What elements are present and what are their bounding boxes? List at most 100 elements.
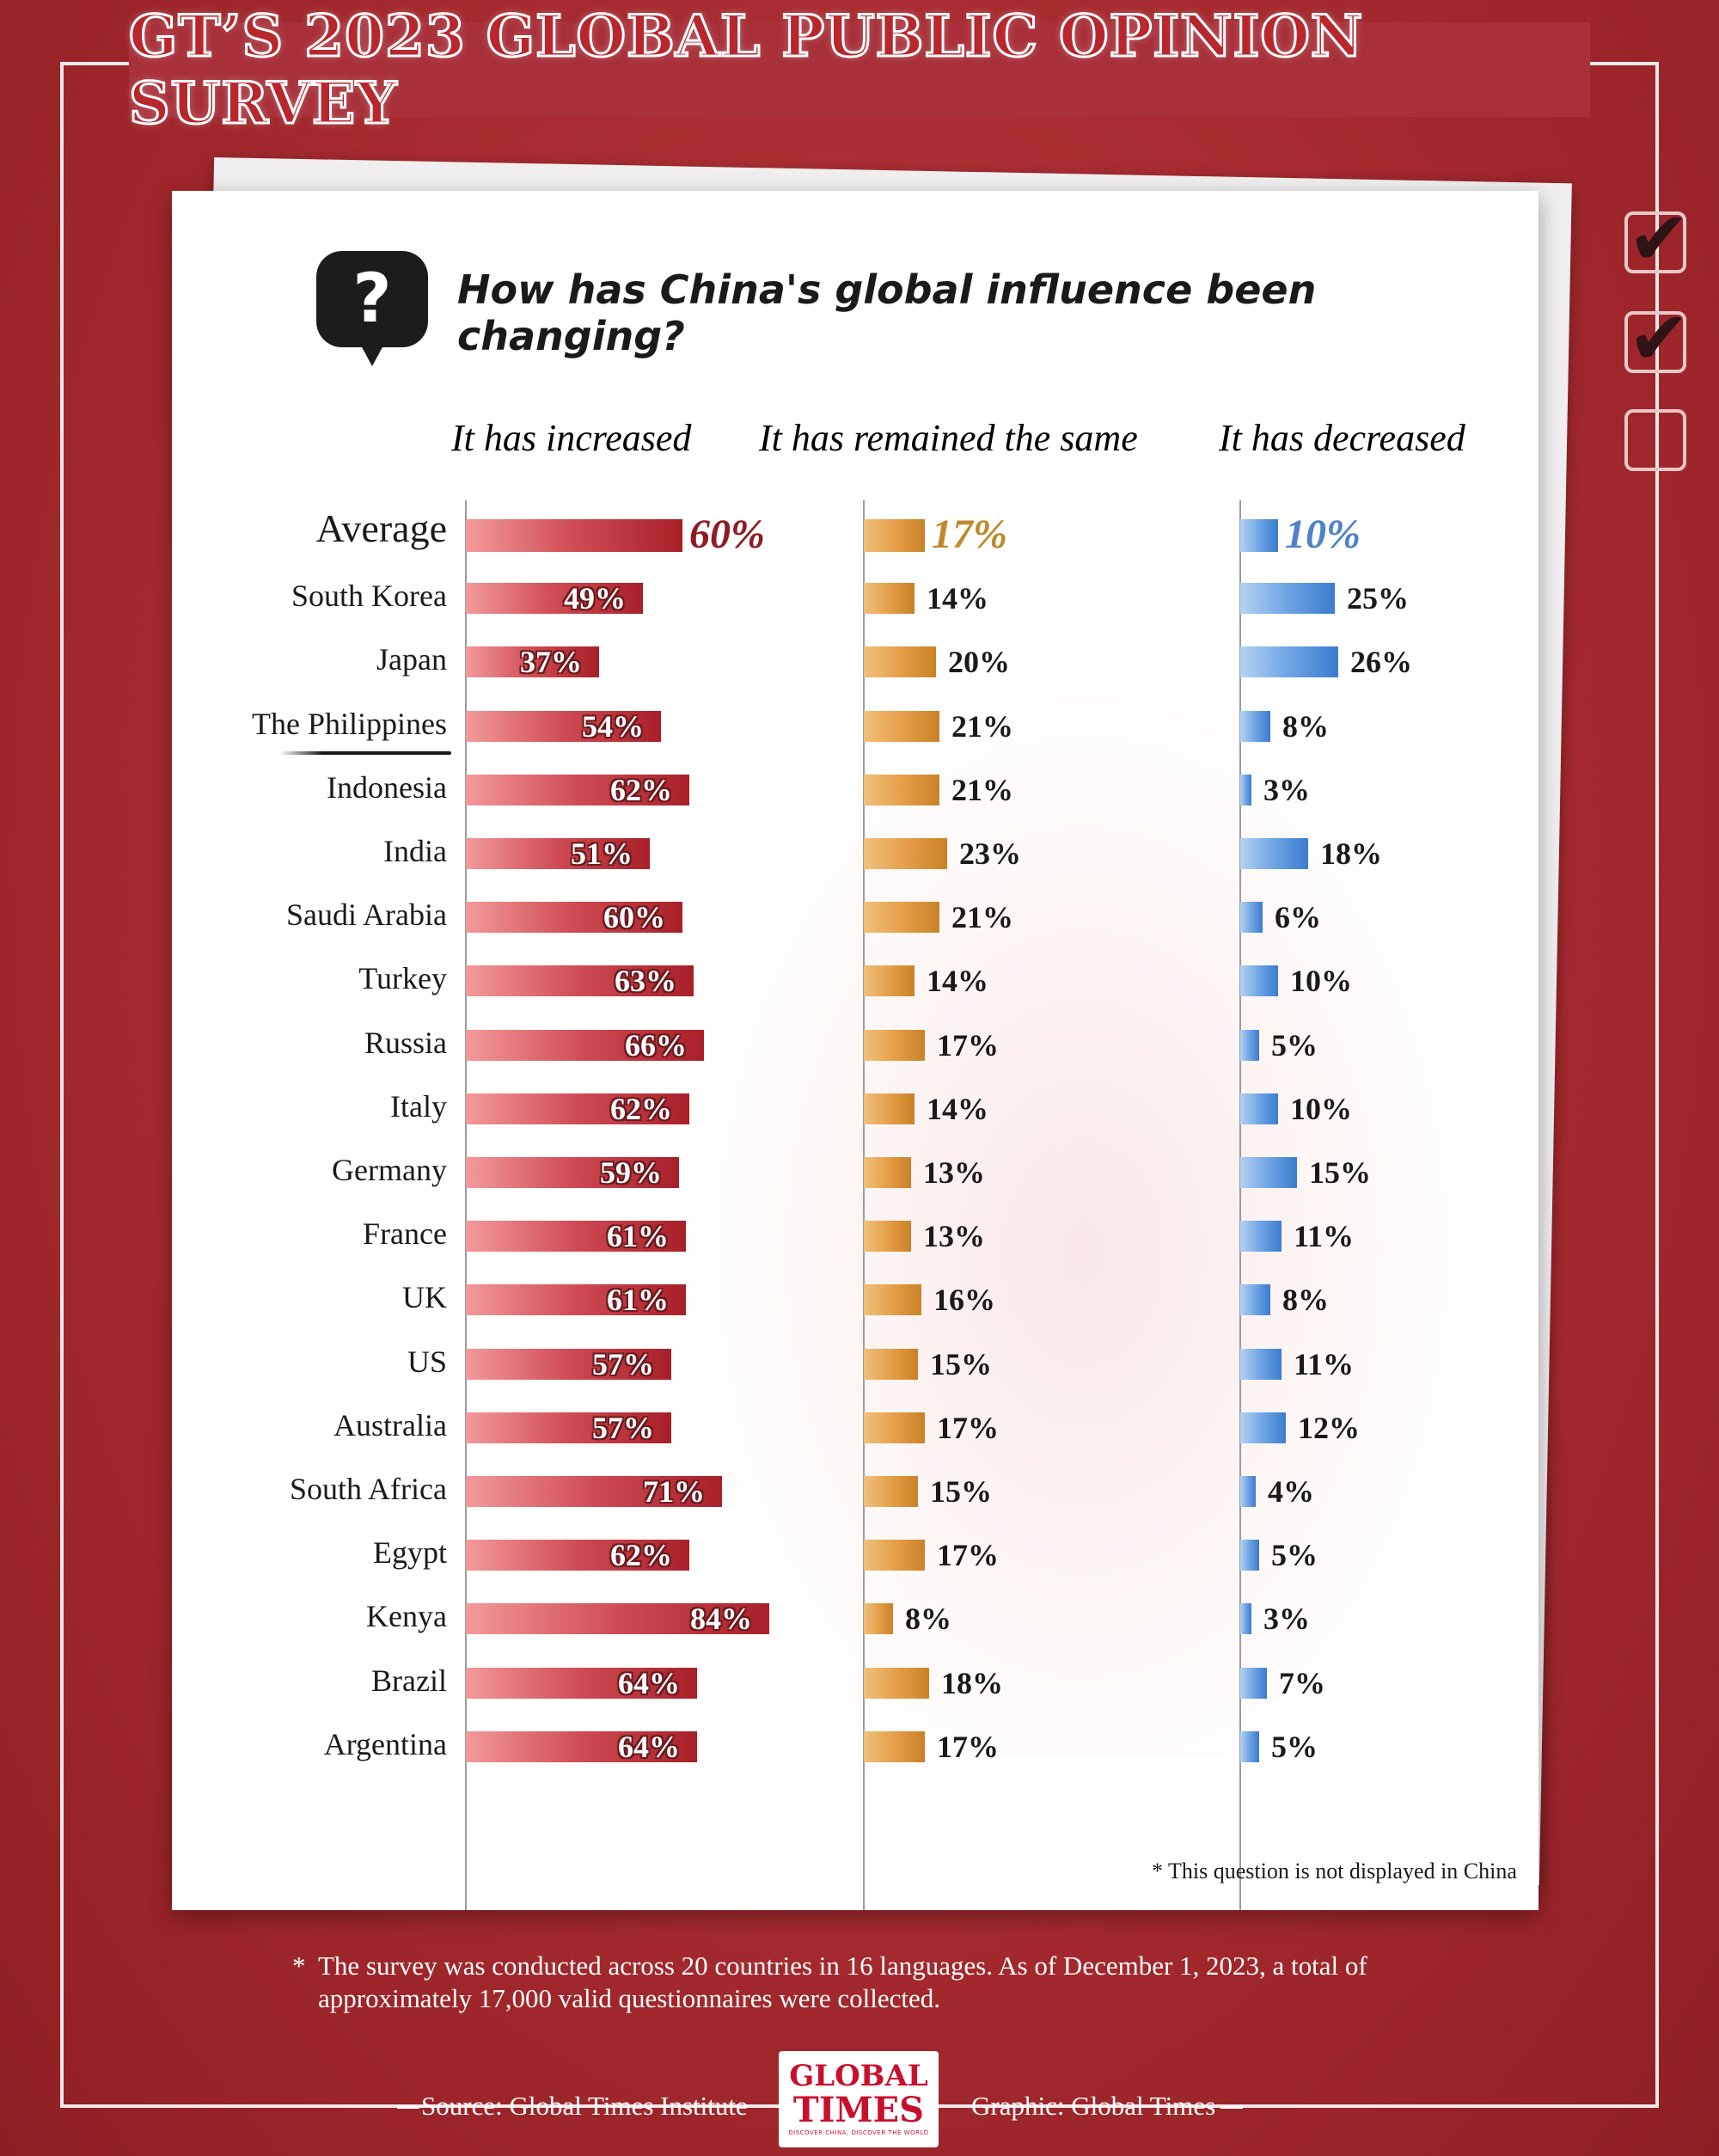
bar-inc-saudi-arabia (466, 902, 682, 933)
logo-tagline: DISCOVER CHINA, DISCOVER THE WORLD (788, 2129, 929, 2136)
value-same-south-africa: 15% (930, 1474, 992, 1509)
row-label-the-philippines: The Philippines (252, 707, 447, 741)
row-label-india: India (383, 834, 447, 868)
bar-dec-egypt (1240, 1540, 1259, 1571)
bar-dec-the-philippines (1240, 711, 1270, 742)
value-inc-russia: 66% (625, 1028, 687, 1063)
bar-dec-south-korea (1240, 583, 1335, 614)
logo-line-1: GLOBAL (789, 2059, 928, 2093)
bar-dec-russia (1240, 1030, 1259, 1061)
bar-same-saudi-arabia (864, 902, 939, 933)
bar-same-south-korea (864, 583, 915, 614)
value-dec-italy: 10% (1290, 1092, 1352, 1126)
checkbox-2 (1624, 311, 1686, 373)
bar-inc-average (466, 519, 682, 552)
row-label-brazil: Brazil (371, 1663, 447, 1698)
bar-same-uk (864, 1284, 921, 1315)
bar-dec-us (1240, 1349, 1282, 1380)
value-dec-india: 18% (1320, 836, 1382, 871)
checkmark-icon-1: ✔ (1628, 196, 1691, 282)
value-dec-france: 11% (1294, 1219, 1355, 1253)
value-dec-argentina: 5% (1271, 1730, 1318, 1764)
axis-decreased (1239, 500, 1241, 1910)
bar-dec-indonesia (1240, 775, 1251, 805)
source-credit: Source: Global Times Institute (421, 2091, 748, 2121)
survey-question: How has China's global influence been ch… (457, 266, 1317, 359)
bar-dec-france (1240, 1221, 1282, 1252)
row-label-france: France (363, 1216, 447, 1251)
bar-same-argentina (864, 1731, 925, 1762)
value-inc-brazil: 64% (618, 1666, 680, 1700)
value-same-australia: 17% (937, 1411, 999, 1445)
bar-dec-uk (1240, 1284, 1270, 1315)
bar-same-italy (864, 1093, 915, 1124)
bar-same-turkey (864, 965, 915, 996)
bar-dec-italy (1240, 1093, 1278, 1124)
checkmark-icon-2: ✔ (1628, 296, 1691, 382)
bar-inc-australia (466, 1412, 671, 1443)
bar-inc-brazil (466, 1668, 697, 1699)
header-decreased: It has decreased (1219, 417, 1465, 459)
bar-inc-the-philippines (466, 711, 661, 742)
graphic-credit: Graphic: Global Times (971, 2091, 1216, 2121)
value-inc-egypt: 62% (610, 1538, 672, 1572)
bar-dec-average (1240, 519, 1278, 552)
value-same-germany: 13% (923, 1155, 985, 1190)
value-same-us: 15% (930, 1347, 992, 1381)
row-label-south-africa: South Africa (290, 1472, 447, 1506)
value-dec-australia: 12% (1298, 1411, 1360, 1445)
row-label-argentina: Argentina (323, 1727, 447, 1761)
row-label-indonesia: Indonesia (327, 770, 447, 805)
bar-same-average (864, 519, 925, 552)
row-label-australia: Australia (333, 1408, 447, 1442)
bar-dec-saudi-arabia (1240, 902, 1263, 933)
value-inc-the-philippines: 54% (582, 709, 644, 744)
value-dec-us: 11% (1294, 1347, 1355, 1381)
value-dec-the-philippines: 8% (1282, 709, 1329, 744)
axis-increased (465, 500, 467, 1910)
value-same-uk: 16% (933, 1283, 995, 1317)
bar-dec-germany (1240, 1157, 1297, 1188)
bar-inc-france (466, 1221, 686, 1252)
row-label-uk: UK (402, 1280, 447, 1314)
value-same-russia: 17% (937, 1028, 999, 1063)
china-note: * This question is not displayed in Chin… (1152, 1859, 1517, 1883)
bar-dec-turkey (1240, 965, 1278, 996)
value-dec-saudi-arabia: 6% (1275, 900, 1321, 934)
bar-dec-japan (1240, 646, 1338, 677)
value-same-italy: 14% (927, 1092, 988, 1126)
bar-dec-south-africa (1240, 1476, 1256, 1507)
bar-inc-turkey (466, 965, 694, 996)
bar-inc-japan (466, 646, 599, 677)
main-title: GT’S 2023 GLOBAL PUBLIC OPINION SURVEY (128, 2, 1590, 138)
bar-inc-italy (466, 1093, 689, 1124)
value-same-south-korea: 14% (927, 581, 988, 616)
value-same-indonesia: 21% (951, 773, 1013, 807)
value-inc-turkey: 63% (615, 964, 676, 998)
value-same-saudi-arabia: 21% (951, 900, 1013, 934)
row-label-saudi-arabia: Saudi Arabia (286, 897, 447, 932)
bar-same-egypt (864, 1540, 925, 1571)
background-city-haze (653, 638, 1513, 1755)
value-same-japan: 20% (948, 645, 1010, 679)
bar-inc-indonesia (466, 775, 689, 805)
bar-same-brazil (864, 1668, 929, 1699)
value-inc-kenya: 84% (690, 1602, 752, 1636)
value-dec-south-africa: 4% (1268, 1474, 1314, 1509)
bar-dec-kenya (1240, 1603, 1251, 1634)
value-inc-italy: 62% (610, 1092, 672, 1126)
logo-line-2: TIMES (792, 2090, 925, 2130)
axis-remained-same (863, 500, 865, 1910)
bar-inc-argentina (466, 1731, 697, 1762)
bar-same-russia (864, 1030, 925, 1061)
bar-same-france (864, 1221, 911, 1252)
bar-inc-uk (466, 1284, 686, 1315)
value-dec-russia: 5% (1271, 1028, 1318, 1063)
value-inc-us: 57% (592, 1347, 654, 1381)
bar-same-australia (864, 1412, 925, 1443)
value-inc-argentina: 64% (618, 1730, 680, 1764)
value-same-average: 17% (932, 511, 1007, 557)
value-inc-saudi-arabia: 60% (603, 900, 665, 934)
row-label-russia: Russia (364, 1026, 447, 1060)
row-label-italy: Italy (390, 1089, 447, 1124)
